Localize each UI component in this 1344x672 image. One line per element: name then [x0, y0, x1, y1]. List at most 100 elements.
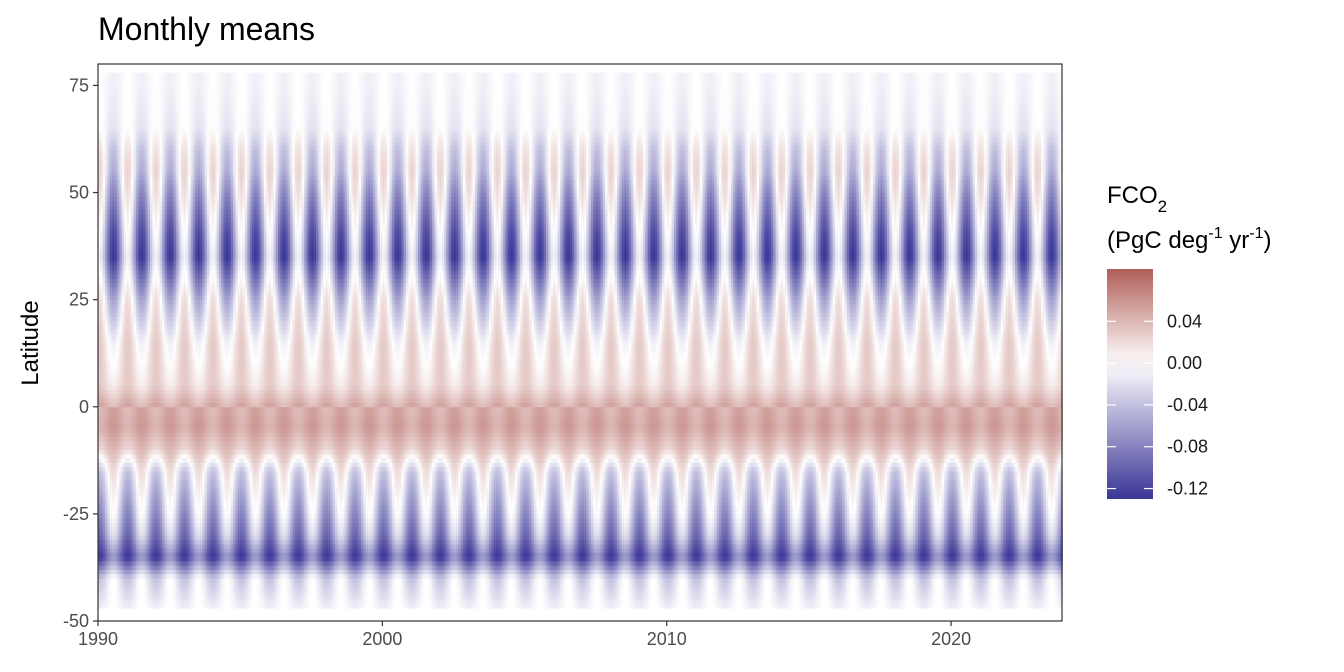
heatmap-cell	[1045, 565, 1049, 570]
heatmap-cell	[740, 573, 743, 579]
heatmap-cell	[164, 578, 168, 583]
heatmap-cell	[320, 561, 324, 566]
heatmap-cell	[498, 595, 502, 600]
heatmap-cell	[889, 603, 893, 609]
heatmap-cell	[140, 603, 144, 609]
heatmap-cell	[970, 578, 973, 583]
heatmap-cell	[979, 603, 983, 609]
heatmap-cell	[448, 556, 452, 562]
heatmap-cell	[410, 556, 414, 562]
heatmap-cell	[977, 556, 980, 562]
heatmap-cell	[304, 586, 307, 592]
heatmap-cell	[1053, 556, 1056, 562]
heatmap-cell	[775, 595, 779, 600]
heatmap-cell	[408, 586, 412, 592]
heatmap-cell	[853, 586, 857, 592]
heatmap-cell	[254, 591, 258, 596]
heatmap-cell	[401, 591, 405, 596]
heatmap-cell	[877, 561, 881, 566]
heatmap-cell	[884, 569, 888, 575]
heatmap-cell	[259, 573, 262, 579]
heatmap-cell	[782, 595, 786, 600]
heatmap-cell	[583, 556, 587, 562]
heatmap-cell	[337, 556, 341, 562]
heatmap-cell	[962, 573, 966, 579]
heatmap-cell	[289, 573, 293, 579]
heatmap-cell	[737, 565, 741, 570]
heatmap-cell	[579, 591, 582, 596]
heatmap-cell	[178, 578, 182, 583]
heatmap-cell	[396, 556, 400, 562]
heatmap-cell	[600, 582, 604, 588]
heatmap-cell	[275, 561, 279, 566]
heatmap-cell	[282, 552, 286, 558]
heatmap-cell	[588, 569, 592, 575]
heatmap-cell	[252, 603, 255, 609]
heatmap-cell	[1053, 561, 1056, 566]
heatmap-cell	[697, 591, 701, 596]
heatmap-cell	[375, 591, 379, 596]
heatmap-cell	[512, 573, 516, 579]
heatmap-cell	[199, 569, 203, 575]
heatmap-cell	[176, 599, 179, 605]
heatmap-cell	[581, 603, 585, 609]
heatmap-cell	[825, 565, 829, 570]
heatmap-cell	[837, 556, 841, 562]
heatmap-cell	[775, 586, 779, 592]
heatmap-cell	[451, 573, 454, 579]
heatmap-cell	[114, 595, 118, 600]
heatmap-cell	[105, 556, 108, 562]
heatmap-cell	[368, 591, 371, 596]
heatmap-cell	[275, 573, 279, 579]
heatmap-cell	[356, 582, 360, 588]
heatmap-cell	[240, 591, 243, 596]
heatmap-cell	[334, 561, 338, 566]
heatmap-cell	[898, 603, 902, 609]
heatmap-cell	[237, 565, 241, 570]
heatmap-cell	[714, 578, 717, 583]
heatmap-cell	[903, 556, 907, 562]
heatmap-cell	[406, 595, 409, 600]
heatmap-cell	[925, 556, 928, 562]
heatmap-cell	[361, 552, 364, 558]
heatmap-cell	[372, 561, 376, 566]
heatmap-cell	[370, 582, 374, 588]
heatmap-cell	[740, 591, 743, 596]
heatmap-cell	[301, 573, 305, 579]
heatmap-cell	[1038, 569, 1042, 575]
heatmap-cell	[908, 582, 912, 588]
heatmap-cell	[571, 603, 575, 609]
heatmap-cell	[519, 586, 523, 592]
heatmap-cell	[1012, 573, 1016, 579]
heatmap-cell	[965, 565, 969, 570]
heatmap-cell	[441, 603, 445, 609]
heatmap-cell	[105, 582, 108, 588]
heatmap-cell	[856, 586, 860, 592]
heatmap-cell	[799, 565, 803, 570]
heatmap-cell	[550, 603, 554, 609]
heatmap-cell	[1041, 578, 1044, 583]
heatmap-cell	[370, 586, 374, 592]
heatmap-cell	[327, 591, 331, 596]
heatmap-cell	[441, 569, 445, 575]
heatmap-cell	[180, 561, 184, 566]
heatmap-cell	[135, 578, 139, 583]
heatmap-cell	[147, 556, 151, 562]
heatmap-cell	[304, 578, 307, 583]
heatmap-cell	[842, 561, 845, 566]
heatmap-cell	[680, 595, 684, 600]
heatmap-cell	[235, 591, 239, 596]
heatmap-cell	[202, 578, 206, 583]
heatmap-cell	[441, 561, 445, 566]
heatmap-cell	[804, 586, 807, 592]
heatmap-cell	[1048, 603, 1052, 609]
heatmap-cell	[102, 573, 106, 579]
heatmap-cell	[853, 578, 857, 583]
heatmap-cell	[259, 569, 262, 575]
heatmap-cell	[228, 578, 232, 583]
heatmap-cell	[202, 591, 206, 596]
heatmap-cell	[323, 603, 326, 609]
heatmap-cell	[225, 582, 229, 588]
heatmap-cell	[332, 582, 336, 588]
heatmap-cell	[287, 595, 291, 600]
